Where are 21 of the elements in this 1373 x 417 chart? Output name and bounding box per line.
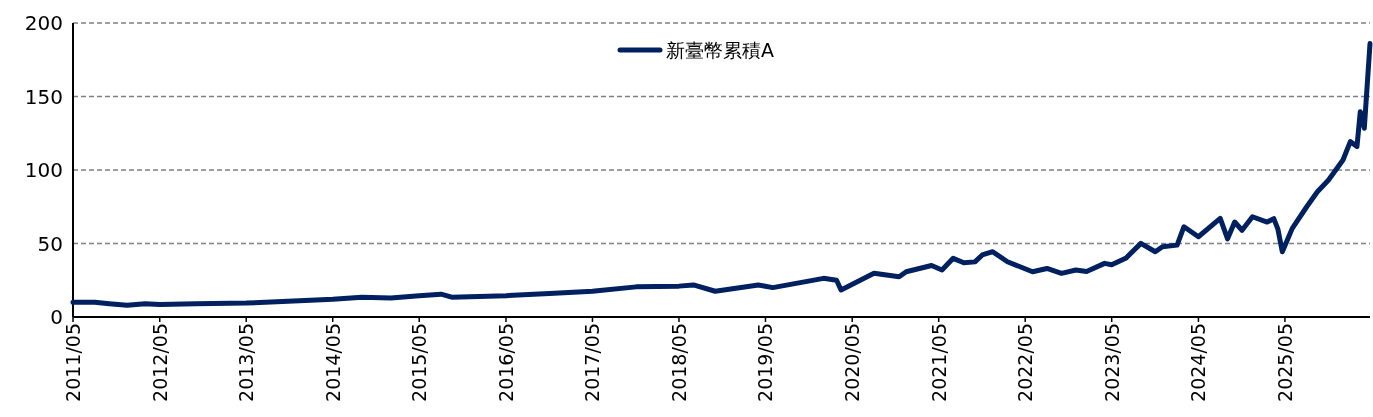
x-tick-label: 2025/05: [1273, 323, 1296, 402]
y-tick-label: 150: [24, 84, 63, 109]
x-tick-label: 2024/05: [1187, 323, 1210, 402]
x-tick-label: 2022/05: [1014, 323, 1037, 402]
x-tick-label: 2014/05: [321, 323, 344, 402]
x-tick-label: 2013/05: [235, 323, 258, 402]
y-tick-label: 0: [50, 305, 63, 329]
y-tick-label: 100: [24, 158, 63, 182]
x-tick-label: 2011/05: [62, 323, 84, 402]
x-tick-label: 2019/05: [754, 323, 777, 402]
x-tick-label: 2021/05: [927, 323, 950, 402]
x-tick-label: 2018/05: [667, 323, 690, 402]
legend-label: 新臺幣累積A: [666, 39, 774, 61]
y-tick-label: 200: [24, 11, 63, 35]
y-tick-label: 50: [37, 231, 63, 256]
x-tick-label: 2020/05: [841, 323, 864, 402]
x-tick-label: 2015/05: [408, 323, 431, 402]
x-tick-label: 2012/05: [148, 323, 171, 402]
x-tick-label: 2023/05: [1100, 323, 1123, 402]
x-tick-label: 2017/05: [581, 323, 604, 402]
x-tick-label: 2016/05: [494, 323, 517, 402]
